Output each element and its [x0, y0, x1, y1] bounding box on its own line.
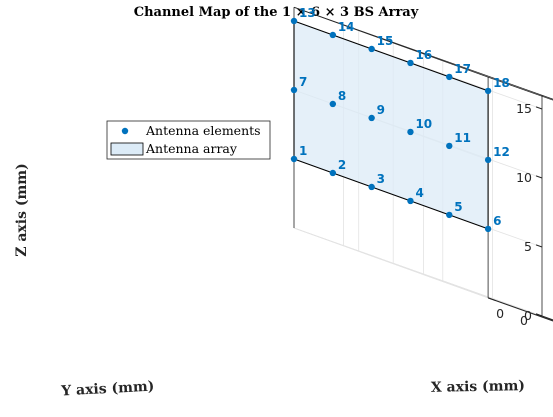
- chart-title: Channel Map of the 1 × 6 × 3 BS Array: [134, 5, 419, 20]
- z-tick-mark: [535, 244, 543, 248]
- z-tick-label: 5: [524, 239, 532, 254]
- z-tick-label: 0: [524, 308, 532, 323]
- antenna-element-label: 15: [377, 34, 394, 48]
- antenna-element-label: 2: [338, 158, 346, 172]
- antenna-element-label: 14: [338, 20, 355, 34]
- antenna-element-label: 6: [493, 214, 501, 228]
- antenna-element-marker: [329, 100, 337, 108]
- legend-label-elements: Antenna elements: [145, 123, 261, 138]
- legend-marker-elements: [121, 127, 129, 135]
- antenna-element-marker: [368, 45, 375, 53]
- antenna-element-marker: [329, 31, 337, 39]
- legend: Antenna elements Antenna array: [106, 120, 271, 160]
- antenna-element-label: 16: [415, 48, 432, 62]
- x-axis-label: X axis (mm): [431, 378, 525, 396]
- box-edge: [541, 94, 553, 100]
- antenna-element-marker: [446, 73, 453, 81]
- antenna-element-label: 12: [493, 145, 510, 159]
- antenna-element-label: 3: [377, 172, 385, 186]
- ticks-layer: 0240102030051015: [487, 101, 543, 328]
- legend-swatch-array: [110, 142, 144, 156]
- antenna-element-label: 5: [454, 200, 462, 214]
- antenna-elements-layer: [290, 17, 492, 233]
- antenna-element-marker: [407, 197, 414, 205]
- box-edge: [293, 6, 489, 78]
- x-tick-label: 0: [496, 306, 504, 321]
- grid-line: [541, 315, 553, 321]
- antenna-element-marker: [446, 142, 453, 150]
- antenna-element-label: 17: [454, 62, 471, 76]
- y-axis-label: Y axis (mm): [60, 379, 155, 400]
- antenna-array-layer: [293, 20, 489, 230]
- z-tick-label: 10: [516, 170, 532, 185]
- z-tick-label: 15: [516, 101, 532, 116]
- z-tick-mark: [535, 313, 543, 317]
- antenna-element-marker: [407, 59, 414, 67]
- antenna-element-marker: [290, 17, 298, 25]
- antenna-element-marker: [290, 86, 298, 94]
- antenna-element-marker: [446, 211, 453, 219]
- antenna-element-label: 13: [299, 6, 316, 20]
- antenna-element-marker: [407, 128, 414, 136]
- antenna-element-marker: [368, 114, 375, 122]
- antenna-array-surface: [293, 20, 489, 230]
- box-edge: [487, 76, 553, 101]
- antenna-element-label: 18: [493, 76, 510, 90]
- z-tick-mark: [535, 175, 543, 179]
- legend-label-array: Antenna array: [145, 141, 238, 156]
- z-tick-mark: [535, 106, 543, 110]
- z-axis-label: Z axis (mm): [14, 163, 30, 256]
- antenna-element-label: 4: [415, 186, 423, 200]
- antenna-element-label: 11: [454, 131, 471, 145]
- antenna-element-marker: [484, 156, 492, 164]
- antenna-element-marker: [290, 155, 298, 163]
- antenna-element-marker: [329, 169, 337, 177]
- antenna-element-label: 10: [415, 117, 432, 131]
- y-axis-line: [541, 315, 553, 321]
- x-tick-mark: [487, 297, 497, 302]
- antenna-element-label: 8: [338, 89, 346, 103]
- grid-line: [293, 227, 543, 317]
- antenna-element-marker: [368, 183, 375, 191]
- antenna-element-marker: [484, 87, 492, 95]
- x-axis-line: [487, 297, 553, 322]
- y-tick-label: 0: [520, 313, 528, 328]
- antenna-element-label: 9: [377, 103, 385, 117]
- antenna-element-label: 1: [299, 144, 307, 158]
- antenna-element-label: 7: [299, 75, 307, 89]
- antenna-element-marker: [484, 225, 492, 233]
